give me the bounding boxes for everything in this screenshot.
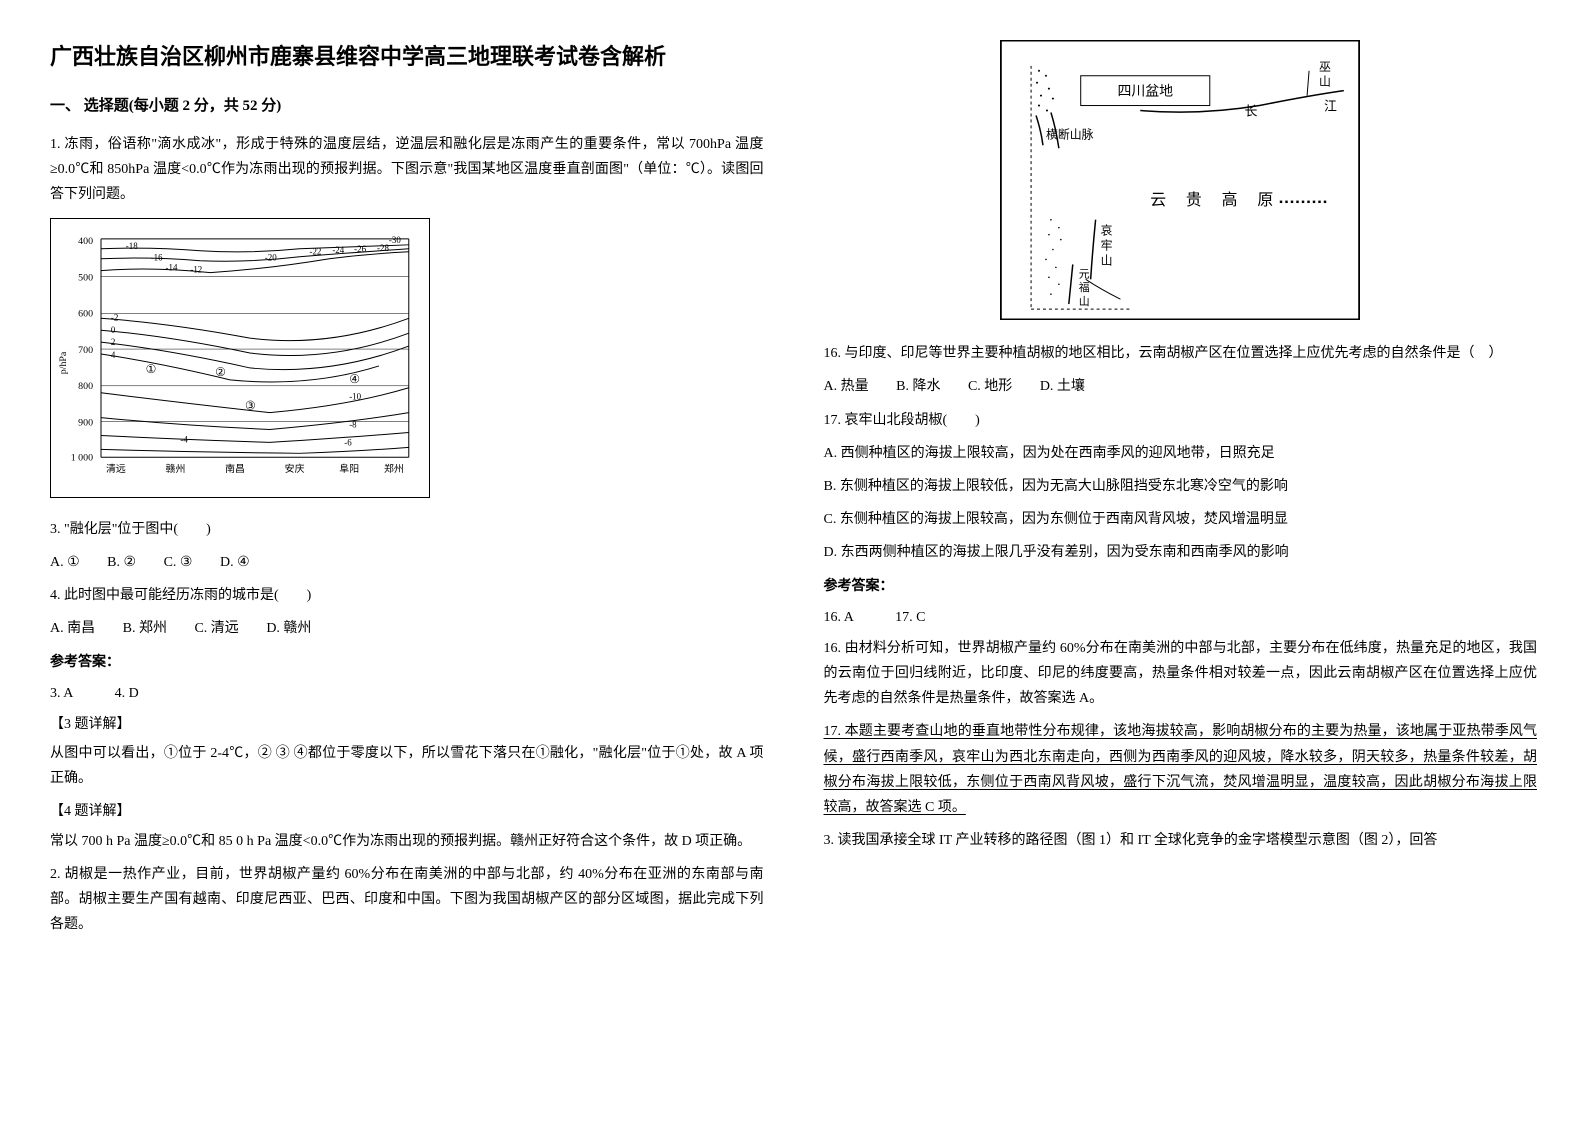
q3-explain-label: 【3 题详解】 (50, 712, 764, 737)
svg-text:江: 江 (1324, 100, 1337, 114)
svg-text:山: 山 (1079, 295, 1090, 308)
q1-answers: 3. A 4. D (50, 681, 764, 706)
svg-text:清远: 清远 (106, 462, 126, 475)
svg-text:-30: -30 (389, 234, 401, 244)
document-root: 广西壮族自治区柳州市鹿寨县维容中学高三地理联考试卷含解析 一、 选择题(每小题 … (50, 40, 1537, 945)
svg-text:④: ④ (349, 371, 360, 385)
option-b: B. 郑州 (123, 616, 167, 641)
temperature-contour-chart: 400 500 600 700 800 900 1 000 p/hPa 清远 赣… (50, 218, 430, 498)
svg-text:①: ① (146, 361, 157, 375)
svg-text:福: 福 (1079, 280, 1090, 294)
svg-text:安庆: 安庆 (285, 462, 305, 475)
svg-text:-16: -16 (151, 252, 163, 262)
svg-text:-14: -14 (166, 262, 178, 272)
answer-label: 参考答案： (50, 650, 764, 675)
answer-label-2: 参考答案： (824, 574, 1538, 599)
svg-text:-4: -4 (180, 434, 188, 444)
svg-text:-22: -22 (310, 246, 322, 256)
svg-text:0: 0 (111, 325, 116, 335)
svg-text:牢: 牢 (1101, 239, 1113, 253)
document-title: 广西壮族自治区柳州市鹿寨县维容中学高三地理联考试卷含解析 (50, 40, 764, 73)
svg-text:南昌: 南昌 (225, 462, 245, 475)
q17-explain: 17. 本题主要考查山地的垂直地带性分布规律，该地海拔较高，影响胡椒分布的主要为… (824, 719, 1538, 820)
svg-text:-8: -8 (349, 419, 357, 429)
svg-text:500: 500 (78, 272, 93, 283)
q17-option-c: C. 东侧种植区的海拔上限较高，因为东侧位于西南风背风坡，焚风增温明显 (824, 507, 1538, 532)
svg-text:长: 长 (1245, 104, 1258, 118)
svg-text:2: 2 (111, 337, 115, 347)
svg-text:横断山脉: 横断山脉 (1046, 127, 1094, 141)
question-4-options: A. 南昌 B. 郑州 C. 清远 D. 赣州 (50, 616, 764, 641)
temperature-chart-container: 400 500 600 700 800 900 1 000 p/hPa 清远 赣… (50, 218, 764, 507)
svg-text:-2: -2 (111, 312, 118, 322)
question-3full-intro: 3. 读我国承接全球 IT 产业转移的路径图（图 1）和 IT 全球化竞争的金字… (824, 828, 1538, 853)
svg-text:哀: 哀 (1101, 224, 1113, 238)
svg-text:600: 600 (78, 308, 93, 319)
svg-text:四川盆地: 四川盆地 (1118, 84, 1174, 100)
option-a: A. ① (50, 550, 80, 575)
map-container: 四川盆地 长 江 巫 山 横断山脉 (824, 40, 1538, 329)
q17-option-b: B. 东侧种植区的海拔上限较低，因为无高大山脉阻挡受东北寒冷空气的影响 (824, 474, 1538, 499)
svg-text:巫: 巫 (1319, 60, 1331, 74)
option-c: C. 清远 (194, 616, 238, 641)
option-c: C. 地形 (968, 374, 1012, 399)
question-1-intro: 1. 冻雨，俗语称"滴水成冰"，形成于特殊的温度层结，逆温层和融化层是冻雨产生的… (50, 132, 764, 208)
svg-text:郑州: 郑州 (384, 462, 404, 475)
svg-text:1 000: 1 000 (71, 452, 93, 463)
question-16-options: A. 热量 B. 降水 C. 地形 D. 土壤 (824, 374, 1538, 399)
svg-text:阜阳: 阜阳 (339, 462, 359, 475)
yunnan-map: 四川盆地 长 江 巫 山 横断山脉 (1000, 40, 1360, 320)
svg-text:-20: -20 (265, 252, 277, 262)
svg-text:800: 800 (78, 380, 93, 391)
svg-text:②: ② (215, 364, 226, 378)
option-a: A. 热量 (824, 374, 869, 399)
svg-text:元: 元 (1079, 268, 1090, 280)
q4-explain-label: 【4 题详解】 (50, 799, 764, 824)
q16-explain: 16. 由材料分析可知，世界胡椒产量约 60%分布在南美洲的中部与北部，主要分布… (824, 636, 1538, 712)
svg-text:-6: -6 (344, 437, 352, 447)
svg-text:-12: -12 (190, 264, 202, 274)
q2-answers: 16. A 17. C (824, 605, 1538, 630)
q17-option-a: A. 西侧种植区的海拔上限较高，因为处在西南季风的迎风地带，日照充足 (824, 441, 1538, 466)
svg-text:900: 900 (78, 417, 93, 428)
svg-text:-18: -18 (126, 240, 138, 250)
question-3-text: 3. "融化层"位于图中( ) (50, 517, 764, 542)
svg-text:山: 山 (1101, 253, 1113, 267)
svg-text:▪▪▪▪▪▪▪▪▪: ▪▪▪▪▪▪▪▪▪ (1280, 197, 1329, 208)
svg-text:4: 4 (111, 350, 116, 360)
option-d: D. 赣州 (266, 616, 311, 641)
svg-text:700: 700 (78, 345, 93, 356)
right-column: 四川盆地 长 江 巫 山 横断山脉 (824, 40, 1538, 945)
option-d: D. ④ (220, 550, 250, 575)
option-b: B. ② (107, 550, 136, 575)
section-heading: 一、 选择题(每小题 2 分，共 52 分) (50, 93, 764, 120)
question-2-intro: 2. 胡椒是一热作产业，目前，世界胡椒产量约 60%分布在南美洲的中部与北部，约… (50, 862, 764, 938)
svg-text:-24: -24 (332, 244, 344, 254)
left-column: 广西壮族自治区柳州市鹿寨县维容中学高三地理联考试卷含解析 一、 选择题(每小题 … (50, 40, 764, 945)
svg-text:赣州: 赣州 (166, 462, 186, 475)
q17-option-d: D. 东西两侧种植区的海拔上限几乎没有差别，因为受东南和西南季风的影响 (824, 540, 1538, 565)
svg-text:-10: -10 (349, 391, 361, 401)
svg-text:-28: -28 (377, 242, 389, 252)
q4-explain: 常以 700 h Pa 温度≥0.0℃和 85 0 h Pa 温度<0.0℃作为… (50, 829, 764, 854)
option-b: B. 降水 (896, 374, 940, 399)
option-d: D. 土壤 (1040, 374, 1085, 399)
option-a: A. 南昌 (50, 616, 95, 641)
svg-text:-26: -26 (354, 243, 366, 253)
q3-explain: 从图中可以看出，①位于 2-4℃，② ③ ④都位于零度以下，所以雪花下落只在①融… (50, 741, 764, 791)
svg-text:400: 400 (78, 235, 93, 246)
question-16-text: 16. 与印度、印尼等世界主要种植胡椒的地区相比，云南胡椒产区在位置选择上应优先… (824, 341, 1538, 366)
svg-text:云 贵 高 原: 云 贵 高 原 (1150, 191, 1281, 209)
svg-text:p/hPa: p/hPa (58, 351, 69, 374)
question-4-text: 4. 此时图中最可能经历冻雨的城市是( ) (50, 583, 764, 608)
svg-text:山: 山 (1319, 75, 1331, 89)
question-17-text: 17. 哀牢山北段胡椒( ) (824, 408, 1538, 433)
question-3-options: A. ① B. ② C. ③ D. ④ (50, 550, 764, 575)
option-c: C. ③ (164, 550, 193, 575)
